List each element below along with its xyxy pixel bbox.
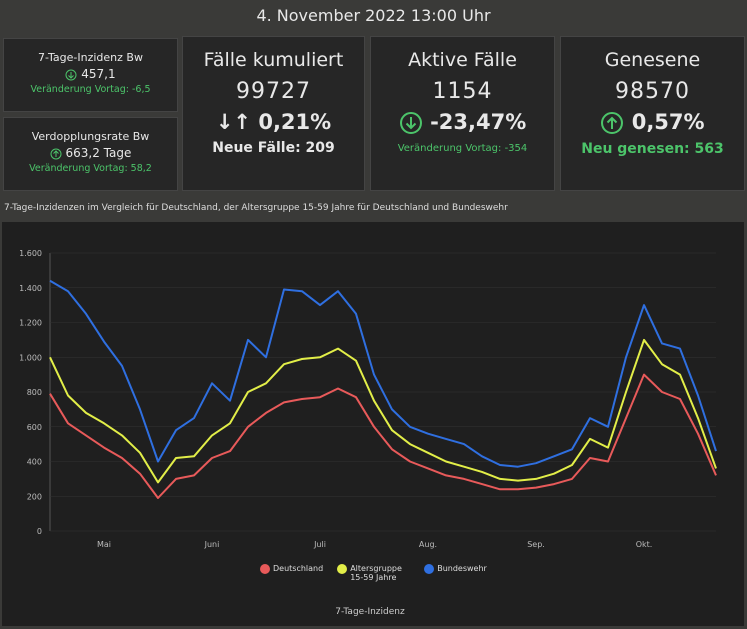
card-change: Veränderung Vortag: -6,5 xyxy=(30,84,151,95)
legend-label: Deutschland xyxy=(273,564,324,573)
card-title: Aktive Fälle xyxy=(408,49,517,71)
series-line xyxy=(49,373,717,499)
card-percent-row: -23,47% xyxy=(371,110,554,135)
legend-swatch xyxy=(337,564,348,574)
y-tick-label: 1.400 xyxy=(19,284,42,293)
x-tick-label: Sep. xyxy=(527,540,545,549)
card-note: Neue Fälle: 209 xyxy=(212,140,335,156)
card-change: Veränderung Vortag: 58,2 xyxy=(29,163,152,174)
card: Aktive Fälle 1154 -23,47% Veränderung Vo… xyxy=(370,36,555,191)
y-tick-label: 800 xyxy=(27,388,42,397)
series-line xyxy=(49,279,717,468)
y-tick-label: 1.600 xyxy=(19,249,42,258)
legend-label: Altersgruppe 15-59 Jahre xyxy=(350,564,402,582)
card-value: 98570 xyxy=(615,79,690,104)
card-title: Fälle kumuliert xyxy=(203,49,344,71)
y-tick-label: 0 xyxy=(37,527,42,536)
card-value: 99727 xyxy=(236,79,311,104)
card-value: 663,2 Tage xyxy=(65,146,132,160)
x-tick-label: Juli xyxy=(313,540,326,549)
card-note: Veränderung Vortag: -354 xyxy=(397,143,528,154)
y-tick-label: 1.200 xyxy=(19,319,42,328)
legend-item[interactable]: Deutschland xyxy=(260,564,323,582)
header-title: 4. November 2022 13:00 Uhr xyxy=(256,6,491,25)
legend-swatch xyxy=(424,564,435,574)
up-icon xyxy=(50,148,62,159)
y-tick-label: 600 xyxy=(27,423,42,432)
down-icon xyxy=(399,112,422,134)
up-icon xyxy=(601,112,624,134)
card: Verdopplungsrate Bw 663,2 Tage Veränderu… xyxy=(3,117,178,191)
y-tick-label: 1.000 xyxy=(19,353,42,362)
card-title: 7-Tage-Inzidenz Bw xyxy=(38,51,143,64)
x-tick-label: Aug. xyxy=(419,540,437,549)
x-axis-label: 7-Tage-Inzidenz xyxy=(335,607,405,617)
card-percent: 0,21% xyxy=(258,110,332,134)
y-tick-label: 400 xyxy=(27,458,42,467)
card: Fälle kumuliert 99727 ↓↑ 0,21% Neue Fäll… xyxy=(182,36,365,191)
card-value-row: 663,2 Tage xyxy=(4,146,177,160)
card-value: 1154 xyxy=(432,79,493,104)
legend-item[interactable]: Bundeswehr xyxy=(424,564,487,582)
card: Genesene 98570 0,57% Neu genesen: 563 xyxy=(560,36,745,191)
card-percent: -23,47% xyxy=(430,110,527,134)
card-percent-row: ↓↑ 0,21% xyxy=(183,110,364,134)
card-title: Verdopplungsrate Bw xyxy=(31,130,150,143)
card-note: Neu genesen: 563 xyxy=(581,141,724,157)
legend-swatch xyxy=(260,564,270,574)
chart-title: 7-Tage-Inzidenzen im Vergleich für Deuts… xyxy=(4,203,508,213)
x-tick-label: Juni xyxy=(204,540,220,549)
card-value: 457,1 xyxy=(81,67,116,81)
x-tick-label: Mai xyxy=(97,540,111,549)
legend-label: Bundeswehr xyxy=(437,564,487,573)
series-line xyxy=(49,338,717,484)
down-icon xyxy=(65,69,77,80)
card-percent: 0,57% xyxy=(631,110,705,134)
legend-item[interactable]: Altersgruppe 15-59 Jahre xyxy=(337,564,410,582)
y-tick-label: 200 xyxy=(27,492,42,501)
card-title: Genesene xyxy=(604,49,701,71)
card-percent-row: 0,57% xyxy=(561,110,744,135)
swap-icon: ↓↑ xyxy=(215,110,252,134)
card-value-row: 457,1 xyxy=(4,67,177,81)
card: 7-Tage-Inzidenz Bw 457,1 Veränderung Vor… xyxy=(3,38,178,112)
legend: Deutschland Altersgruppe 15-59 Jahre Bunde… xyxy=(260,564,520,582)
x-tick-label: Okt. xyxy=(636,540,653,549)
